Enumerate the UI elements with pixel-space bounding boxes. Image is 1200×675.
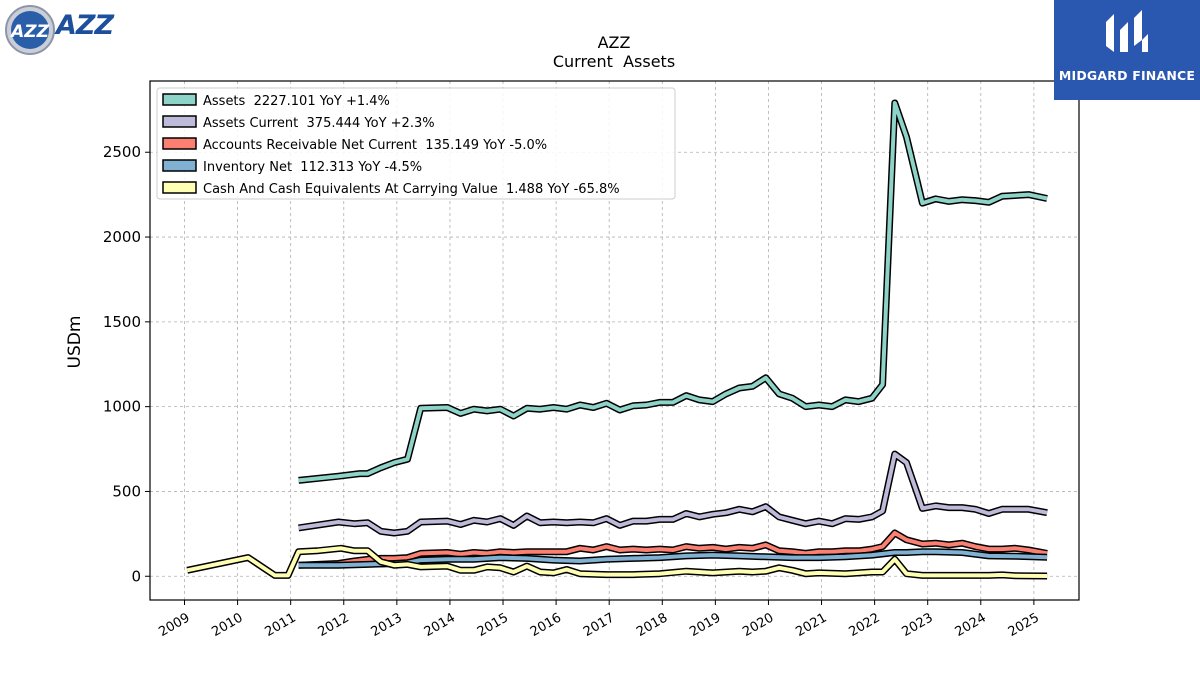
legend-swatch-4	[162, 181, 197, 194]
x-tick-label: 2020	[740, 610, 776, 640]
azz-logo: AZZ AZZ	[4, 4, 136, 56]
legend-label-3: Inventory Net 112.313 YoY -4.5%	[203, 160, 422, 175]
x-tick-label: 2024	[953, 610, 989, 640]
series-lines	[186, 99, 1048, 580]
azz-badge-text: AZZ	[9, 22, 49, 42]
azz-logo-badge-icon: AZZ	[5, 5, 55, 55]
x-tick-label: 2016	[528, 610, 564, 640]
legend-swatch-2	[162, 137, 197, 150]
legend-box	[156, 87, 676, 200]
x-tick-label: 2023	[900, 610, 936, 640]
y-tick-label: 1500	[103, 313, 141, 331]
y-tick-label: 1000	[103, 398, 141, 416]
series-line-2	[298, 531, 1048, 568]
legend: Assets 2227.101 YoY +1.4% Assets Current …	[156, 87, 676, 200]
legend-swatch-0	[162, 93, 197, 106]
x-tick-label: 2022	[846, 610, 882, 640]
midgard-finance-logo: MIDGARD FINANCE	[1054, 0, 1200, 100]
series-line-3	[298, 549, 1048, 568]
x-tick-label: 2018	[634, 610, 670, 640]
x-tick-label: 2011	[263, 610, 299, 640]
y-axis-label: USDm	[65, 316, 85, 369]
midgard-emblem-icon	[1106, 10, 1148, 52]
x-axis-ticks: 2009 2010 2011 2012 2013 2014 2015 2016 2017 2018…	[156, 600, 1042, 640]
legend-label-1: Assets Current 375.444 YoY +2.3%	[203, 116, 435, 131]
midgard-finance-text: MIDGARD FINANCE	[1058, 68, 1196, 83]
x-tick-label: 2010	[209, 610, 245, 640]
x-tick-label: 2015	[475, 610, 511, 640]
y-tick-label: 2500	[103, 143, 141, 161]
legend-label-2: Accounts Receivable Net Current 135.149 …	[203, 138, 547, 153]
x-tick-label: 2013	[369, 610, 405, 640]
x-tick-label: 2014	[422, 610, 458, 640]
x-tick-label: 2017	[581, 610, 617, 640]
x-tick-label: 2019	[687, 610, 723, 640]
legend-label-4: Cash And Cash Equivalents At Carrying Va…	[203, 182, 620, 197]
plot-frame	[149, 80, 1080, 601]
x-tick-label: 2025	[1006, 610, 1042, 640]
y-tick-label: 2000	[103, 228, 141, 246]
chart-subtitle: Current Assets	[553, 52, 675, 71]
chart-title: AZZ	[598, 33, 631, 52]
y-axis-ticks: 0 500 1000 1500 2000 2500	[103, 143, 150, 585]
x-tick-label: 2021	[793, 610, 829, 640]
series-line-4	[186, 546, 1048, 578]
series-line-0	[298, 101, 1048, 483]
legend-swatch-3	[162, 159, 197, 172]
legend-swatch-1	[162, 115, 197, 128]
x-tick-label: 2012	[316, 610, 352, 640]
y-tick-label: 0	[131, 567, 141, 585]
series-line-1	[298, 452, 1048, 535]
y-tick-label: 500	[112, 482, 141, 500]
azz-logo-text: AZZ	[56, 10, 114, 41]
x-tick-label: 2009	[156, 610, 192, 640]
legend-label-0: Assets 2227.101 YoY +1.4%	[203, 94, 390, 109]
